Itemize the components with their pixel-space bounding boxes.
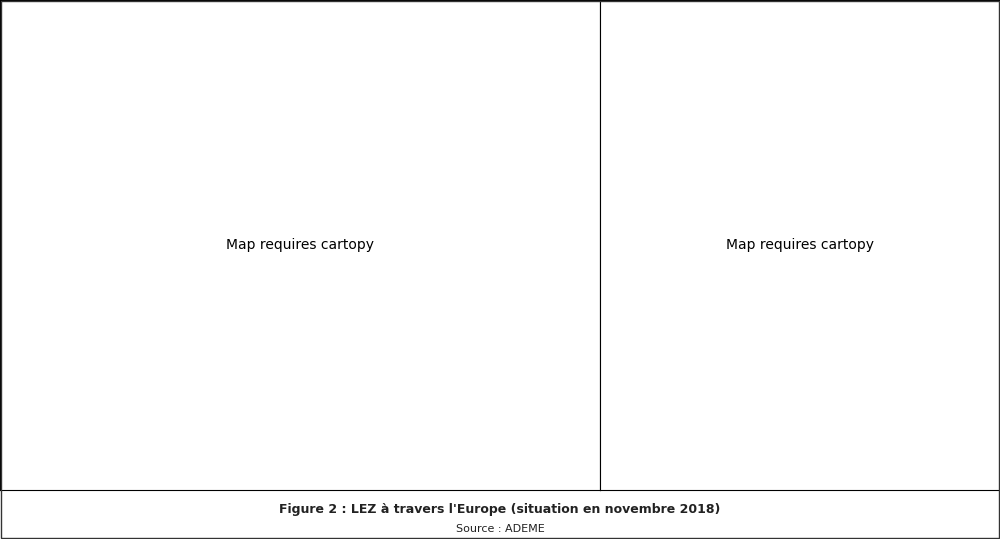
Text: Figure 2 : LEZ à travers l'Europe (situation en novembre 2018): Figure 2 : LEZ à travers l'Europe (situa…: [279, 503, 721, 516]
Text: Map requires cartopy: Map requires cartopy: [726, 238, 874, 252]
Text: Map requires cartopy: Map requires cartopy: [226, 238, 374, 252]
Text: Source : ADEME: Source : ADEME: [456, 524, 544, 534]
